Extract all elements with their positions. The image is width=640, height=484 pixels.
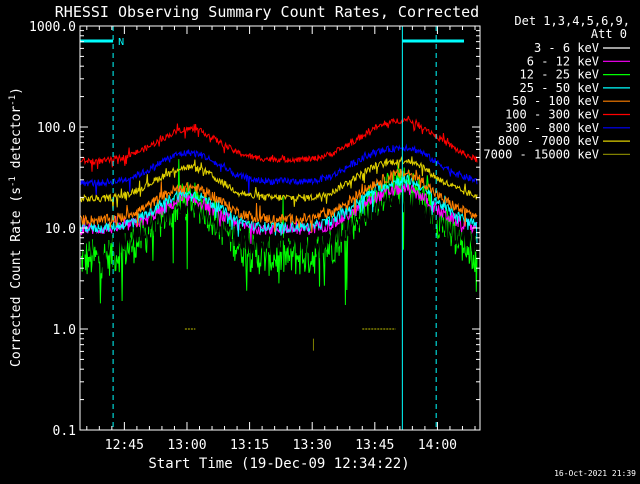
y-axis-label-main: Corrected Count Rate (s <box>9 187 24 367</box>
y-tick-label: 10.0 <box>45 222 76 237</box>
footer-timestamp: 16-Oct-2021 21:39 <box>554 469 636 478</box>
y-axis-label-sup2: -1 <box>8 95 18 106</box>
x-axis-label: Start Time (19-Dec-09 12:34:22) <box>148 456 409 472</box>
y-tick-label: 100.0 <box>37 121 76 136</box>
legend-attenuator-label: Att 0 <box>591 27 627 41</box>
x-tick-label: 14:00 <box>418 438 457 453</box>
legend-label: 25 - 50 keV <box>520 81 599 95</box>
legend-label: 3 - 6 keV <box>534 41 599 55</box>
series-line <box>79 143 478 195</box>
y-tick-label: 1000.0 <box>29 20 76 35</box>
legend-label: 6 - 12 keV <box>527 54 599 68</box>
legend-label: 300 - 800 keV <box>505 121 599 135</box>
x-tick-label: 13:45 <box>355 438 394 453</box>
series-line <box>79 182 478 244</box>
series-line <box>79 174 478 244</box>
plot-area: N <box>79 25 481 431</box>
legend-detector-label: Det 1,3,4,5,6,9, <box>514 14 630 28</box>
chart-title: RHESSI Observing Summary Count Rates, Co… <box>55 3 479 21</box>
y-axis: 0.1 1.0 10.0 100.0 1000.0 <box>29 20 480 439</box>
series-line <box>79 155 478 211</box>
y-axis-label-sup1: -1 <box>8 176 18 187</box>
x-tick-label: 13:00 <box>167 438 206 453</box>
legend-label: 50 - 100 keV <box>512 94 599 108</box>
series-line <box>79 159 478 306</box>
series-line <box>79 168 478 233</box>
x-tick-label: 13:15 <box>230 438 269 453</box>
y-tick-label: 1.0 <box>53 323 76 338</box>
night-marker-label: N <box>118 37 124 48</box>
legend-label: 12 - 25 keV <box>520 68 599 82</box>
y-axis-label-end: ) <box>9 87 24 95</box>
x-tick-label: 13:30 <box>293 438 332 453</box>
y-axis-label-mid: detector <box>9 106 24 177</box>
series-line <box>79 189 478 294</box>
x-axis: 12:45 13:00 13:15 13:30 13:45 14:00 <box>86 26 476 453</box>
y-axis-label: Corrected Count Rate (s-1 detector-1) <box>8 87 24 367</box>
legend-label: 7000 - 15000 keV <box>483 147 599 161</box>
legend-label: 100 - 300 keV <box>505 108 599 122</box>
y-tick-label: 0.1 <box>53 424 76 439</box>
x-tick-label: 12:45 <box>105 438 144 453</box>
legend-label: 800 - 7000 keV <box>498 134 599 148</box>
series-line <box>79 115 478 172</box>
